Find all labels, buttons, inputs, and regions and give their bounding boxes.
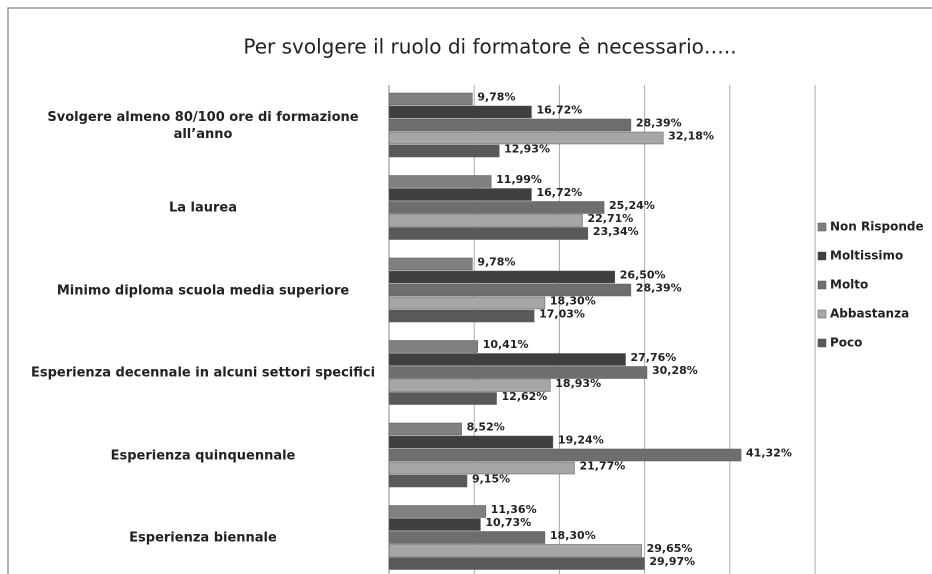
value-label: 11,36% <box>491 503 537 516</box>
value-label: 21,77% <box>579 460 625 473</box>
bar <box>388 296 546 310</box>
value-label: 28,39% <box>636 117 682 130</box>
bar <box>388 557 645 570</box>
legend-label: Molto <box>830 278 868 292</box>
bar <box>388 474 468 488</box>
category-label: Esperienza decennale in alcuni settori s… <box>30 365 376 381</box>
value-label: 9,78% <box>477 256 515 269</box>
value-label: 19,24% <box>558 434 604 447</box>
legend-swatch <box>817 309 827 319</box>
bar <box>388 309 535 323</box>
category-label: Esperienza biennale <box>129 530 277 546</box>
bar <box>388 175 492 188</box>
category-label: Esperienza quinquennale <box>110 448 296 463</box>
value-label: 25,24% <box>609 199 655 212</box>
value-label: 18,30% <box>550 295 596 308</box>
bar <box>388 340 478 353</box>
bar <box>388 435 554 449</box>
value-label: 12,62% <box>502 390 548 403</box>
bar <box>388 461 575 475</box>
value-label: 23,34% <box>593 225 639 238</box>
value-label: 41,32% <box>746 447 792 460</box>
value-label: 16,72% <box>536 104 582 117</box>
bar <box>388 92 473 106</box>
bar <box>388 270 616 284</box>
value-label: 10,41% <box>483 338 529 351</box>
bar <box>388 201 605 214</box>
bar <box>388 448 742 462</box>
value-label: 18,30% <box>550 529 596 542</box>
value-label: 26,50% <box>620 269 666 282</box>
bar <box>388 257 473 271</box>
category-label: La laurea <box>168 200 238 216</box>
value-label: 30,28% <box>652 364 698 377</box>
value-label: 10,73% <box>485 516 531 529</box>
value-label: 9,78% <box>477 91 515 104</box>
bar <box>388 379 551 392</box>
value-label: 18,93% <box>555 377 601 390</box>
bar <box>388 518 481 531</box>
legend-swatch <box>817 280 827 290</box>
bar <box>388 392 497 405</box>
value-label: 22,71% <box>587 212 633 225</box>
legend-label: Abbastanza <box>830 307 909 321</box>
bar <box>388 544 642 557</box>
value-label: 29,65% <box>647 542 693 555</box>
category-label: Minimo diploma scuola media superiore <box>56 283 350 298</box>
bar <box>388 353 626 366</box>
chart-title: Per svolgere il ruolo di formatore è nec… <box>243 35 736 59</box>
value-label: 16,72% <box>536 186 582 199</box>
value-label: 8,52% <box>467 421 505 434</box>
value-label: 11,99% <box>496 173 542 186</box>
bar <box>388 105 532 119</box>
value-label: 9,15% <box>472 473 510 486</box>
value-label: 32,18% <box>668 130 714 143</box>
bar <box>388 366 648 379</box>
bar <box>388 144 500 158</box>
category-label: Svolgere almeno 80/100 ore di formazione… <box>47 109 359 142</box>
value-label: 17,03% <box>539 308 585 321</box>
legend-swatch <box>817 222 827 232</box>
bar <box>388 283 632 297</box>
value-label: 12,93% <box>504 143 550 156</box>
bar <box>388 422 462 436</box>
legend-label: Poco <box>830 336 862 350</box>
bar <box>388 131 664 145</box>
bar <box>388 188 532 201</box>
value-label: 27,76% <box>631 351 677 364</box>
bar <box>388 227 589 240</box>
bar <box>388 118 632 132</box>
legend-swatch <box>817 251 827 261</box>
value-label: 28,39% <box>636 282 682 295</box>
bar <box>388 505 487 518</box>
value-label: 29,97% <box>649 555 695 568</box>
legend-label: Non Risponde <box>830 220 924 234</box>
bar <box>388 531 546 544</box>
legend-label: Moltissimo <box>830 249 903 263</box>
bar <box>388 214 583 227</box>
legend-swatch <box>817 338 827 348</box>
